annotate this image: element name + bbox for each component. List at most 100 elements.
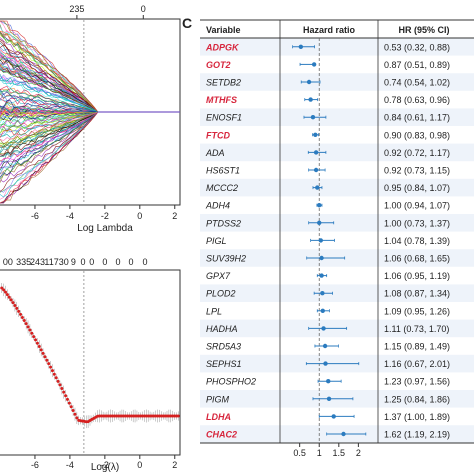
coefficient-path xyxy=(0,111,180,192)
variable-label: PTDSS2 xyxy=(206,218,241,228)
row-stripe xyxy=(200,214,474,232)
cv-point xyxy=(24,322,28,326)
coefficient-path xyxy=(0,85,180,113)
variable-label: PLOD2 xyxy=(206,289,236,299)
x-tick-label: 1.5 xyxy=(333,448,346,458)
cv-point xyxy=(17,309,21,313)
variable-label: HS6ST1 xyxy=(206,166,240,176)
cv-point xyxy=(37,345,41,349)
hr-point xyxy=(326,396,332,401)
hr-ci-value: 1.00 (0.73, 1.37) xyxy=(384,218,450,228)
hr-ci-value: 0.92 (0.72, 1.17) xyxy=(384,148,450,158)
variable-label: PHOSPHO2 xyxy=(206,377,256,387)
hr-ci-value: 0.95 (0.84, 1.07) xyxy=(384,183,450,193)
cv-point xyxy=(67,401,71,405)
hr-point xyxy=(322,343,328,349)
top-tick-label: 00 xyxy=(3,257,13,267)
hr-point xyxy=(308,97,313,102)
cv-point xyxy=(9,298,13,302)
hr-ci-value: 0.53 (0.32, 0.88) xyxy=(384,42,450,52)
cv-point xyxy=(34,338,38,342)
x-tick-label: 2 xyxy=(172,460,177,470)
coefficient-path xyxy=(0,92,180,113)
hr-ci-value: 1.04 (0.78, 1.39) xyxy=(384,236,450,246)
cv-point xyxy=(65,397,69,401)
forest-rows: ADPGK 0.53 (0.32, 0.88) GOT2 0.87 (0.51, 0.… xyxy=(205,42,450,439)
cv-point xyxy=(0,286,4,290)
hr-ci-value: 1.11 (0.73, 1.70) xyxy=(384,324,449,334)
x-tick-label: 0.5 xyxy=(293,448,306,458)
coefficient-path xyxy=(0,62,180,113)
coefficient-path xyxy=(0,42,180,113)
hr-point xyxy=(311,62,317,67)
x-tick-label: 0 xyxy=(137,211,142,221)
coefficient-path xyxy=(0,31,180,113)
coefficient-path xyxy=(0,59,180,113)
coefficient-path xyxy=(0,31,180,113)
cv-point xyxy=(45,358,49,362)
cv-point xyxy=(32,335,36,339)
hr-ci-value: 1.62 (1.19, 2.19) xyxy=(384,430,450,440)
coefficient-path xyxy=(0,38,180,113)
top-tick-label: 0 xyxy=(143,257,148,267)
x-axis-ticks: -6 -4 -2 0 2 xyxy=(31,205,177,221)
x-tick-label: -6 xyxy=(31,211,39,221)
coefficient-path xyxy=(0,111,180,135)
cv-point xyxy=(56,379,60,383)
hr-ci-value: 1.16 (0.67, 2.01) xyxy=(384,359,450,369)
top-tick-label: 30 xyxy=(59,257,69,267)
top-tick-label: 0 xyxy=(81,257,86,267)
variable-label: SETDB2 xyxy=(206,78,241,88)
hr-ci-value: 0.74 (0.54, 1.02) xyxy=(384,78,450,88)
cv-point xyxy=(41,351,45,355)
coefficient-path xyxy=(0,111,180,180)
hr-point xyxy=(319,255,324,261)
cv-point xyxy=(43,355,47,359)
cv-error-points xyxy=(0,283,180,429)
coefficient-path xyxy=(0,111,180,169)
top-tick-label: 0 xyxy=(89,257,94,267)
cv-point xyxy=(75,416,79,420)
cv-point xyxy=(58,383,62,387)
cv-point xyxy=(73,412,77,416)
x-tick-label: -4 xyxy=(66,460,74,470)
hr-ci-value: 1.25 (0.84, 1.86) xyxy=(384,394,450,404)
plot-frame xyxy=(0,269,181,456)
row-stripe xyxy=(200,284,474,302)
hr-ci-value: 0.78 (0.63, 0.96) xyxy=(384,95,450,105)
cv-point xyxy=(22,319,26,323)
top-tick-label: 243 xyxy=(30,257,45,267)
x-tick-label: 2 xyxy=(356,448,361,458)
hr-point xyxy=(313,132,318,137)
hr-ci-value: 0.84 (0.61, 1.17) xyxy=(384,113,450,123)
x-tick-label: -6 xyxy=(31,460,39,470)
coefficient-path xyxy=(0,100,180,113)
x-axis-label: Log(λ) xyxy=(91,462,119,473)
cv-point xyxy=(39,348,43,352)
top-tick-label: 0 xyxy=(129,257,134,267)
cv-point xyxy=(7,295,11,299)
cv-point xyxy=(60,387,64,391)
variable-label: ENOSF1 xyxy=(206,113,242,123)
coefficient-path xyxy=(0,105,180,114)
cv-point xyxy=(2,288,6,292)
row-stripe xyxy=(200,38,474,56)
hr-point xyxy=(318,238,323,243)
coefficient-path xyxy=(0,44,180,113)
hr-point xyxy=(341,431,346,437)
cv-point xyxy=(54,376,58,380)
column-header-ci: HR (95% CI) xyxy=(398,25,449,35)
cv-point xyxy=(30,331,34,335)
top-tick-label: 117 xyxy=(44,257,58,267)
hr-point xyxy=(320,291,325,296)
variable-label: ADPGK xyxy=(205,42,240,52)
top-tick-label: 0 xyxy=(102,257,107,267)
coefficient-path xyxy=(0,111,180,128)
variable-label: MTHFS xyxy=(206,95,237,105)
coefficient-path xyxy=(0,111,180,204)
cv-point xyxy=(35,341,39,345)
x-tick-label: -2 xyxy=(101,460,109,470)
variable-label: PIGM xyxy=(206,394,230,404)
